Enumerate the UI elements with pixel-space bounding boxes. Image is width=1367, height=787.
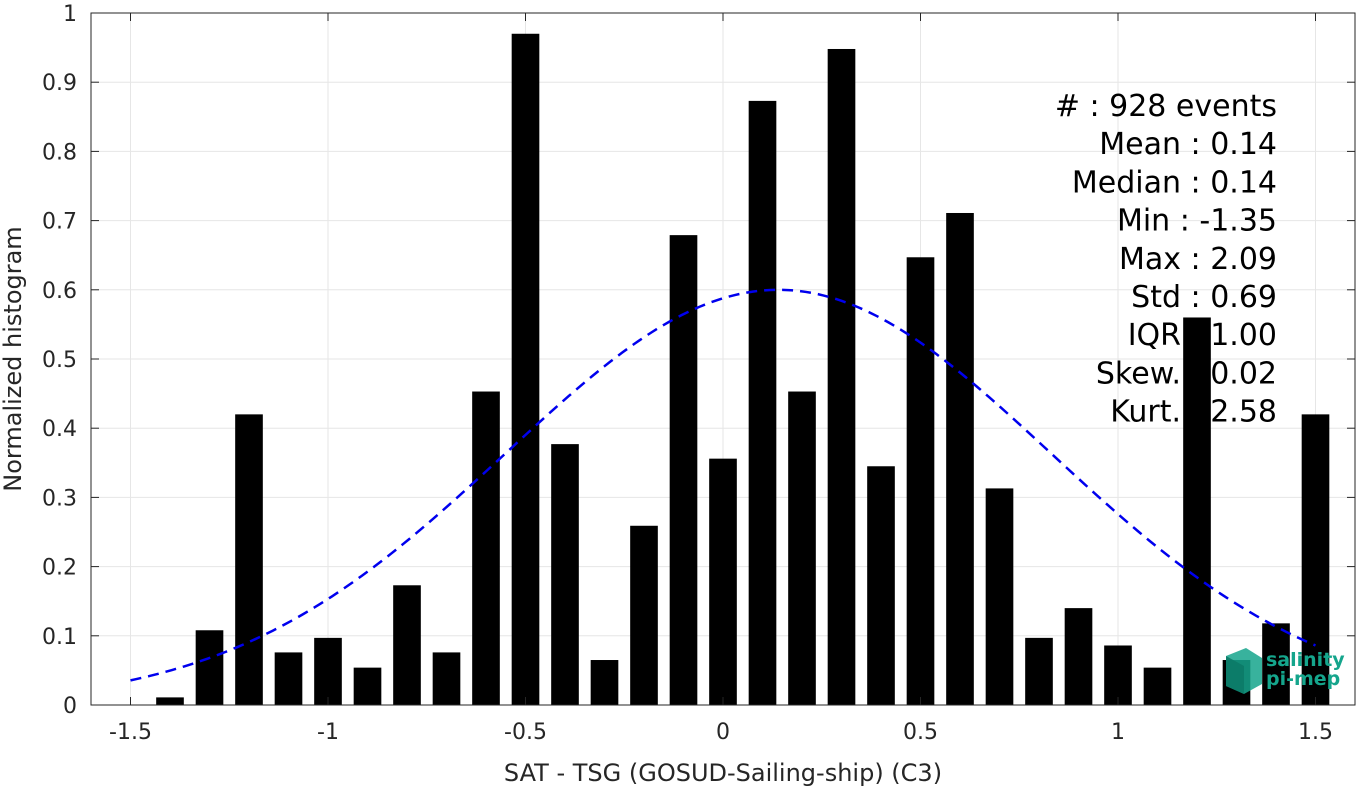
histogram-bar bbox=[1183, 317, 1211, 705]
histogram-bar bbox=[1143, 667, 1172, 705]
axis-ticks: -1.5 -1 -0.5 0 0.5 1 1.5 0 0.1 0.2 0.3 0.4 0.5 0.6 0.7… bbox=[42, 2, 1355, 745]
y-axis-label: Normalized histogram bbox=[0, 226, 27, 491]
x-tick-label: 0.5 bbox=[903, 720, 938, 745]
y-tick-label: 0.9 bbox=[42, 71, 77, 96]
histogram-bar bbox=[985, 488, 1014, 705]
histogram-bar bbox=[274, 652, 303, 705]
histogram-bar bbox=[1025, 637, 1053, 705]
histogram-bar bbox=[946, 212, 974, 705]
y-tick-label: 0.3 bbox=[42, 486, 77, 511]
stat-line: Median : 0.14 bbox=[1072, 165, 1277, 200]
stat-line: Min : -1.35 bbox=[1117, 204, 1277, 239]
y-tick-label: 1 bbox=[63, 2, 77, 27]
salinity-pi-mep-logo: salinity pi-mep bbox=[1226, 648, 1345, 694]
histogram-bar bbox=[195, 630, 224, 705]
histogram-bar bbox=[827, 48, 856, 705]
stat-line: IQR : 1.00 bbox=[1128, 318, 1277, 353]
y-tick-label: 0 bbox=[63, 694, 77, 719]
histogram-bar bbox=[1064, 608, 1093, 705]
histogram-bar bbox=[393, 585, 421, 705]
histogram-bar bbox=[1104, 645, 1132, 705]
histogram-bar bbox=[630, 525, 658, 705]
histogram-bar bbox=[748, 100, 777, 705]
y-tick-label: 0.7 bbox=[42, 210, 77, 235]
histogram-bar bbox=[472, 391, 500, 705]
histogram-bar bbox=[511, 33, 540, 705]
histogram-bar bbox=[1262, 623, 1290, 705]
histogram-bar bbox=[906, 257, 935, 705]
logo-text-salinity: salinity bbox=[1266, 649, 1345, 671]
stat-line: Std : 0.69 bbox=[1131, 280, 1277, 315]
y-tick-label: 0.4 bbox=[42, 417, 77, 442]
histogram-bar bbox=[669, 235, 698, 705]
histogram-bar bbox=[551, 444, 579, 705]
x-tick-label: -1 bbox=[317, 720, 339, 745]
y-tick-label: 0.2 bbox=[42, 556, 77, 581]
histogram-bar bbox=[1301, 414, 1330, 705]
y-tick-label: 0.1 bbox=[42, 625, 77, 650]
histogram-bar bbox=[156, 697, 184, 705]
stat-line: Skew. : 0.02 bbox=[1096, 356, 1277, 391]
histogram-bar bbox=[590, 660, 619, 705]
histogram-bar bbox=[432, 652, 461, 705]
y-tick-label: 0.8 bbox=[42, 140, 77, 165]
x-axis-label: SAT - TSG (GOSUD-Sailing-ship) (C3) bbox=[504, 759, 942, 787]
stat-line: Mean : 0.14 bbox=[1099, 127, 1277, 162]
x-tick-label: 0 bbox=[716, 720, 730, 745]
histogram-bar bbox=[235, 414, 263, 705]
x-tick-label: 1 bbox=[1111, 720, 1125, 745]
y-tick-label: 0.5 bbox=[42, 348, 77, 373]
y-tick-label: 0.6 bbox=[42, 279, 77, 304]
logo-cube-shade bbox=[1226, 656, 1244, 694]
x-tick-label: -0.5 bbox=[504, 720, 547, 745]
histogram-bars bbox=[156, 33, 1330, 705]
histogram-bar bbox=[788, 391, 816, 705]
logo-text-pi-mep: pi-mep bbox=[1266, 668, 1340, 690]
stat-line: Kurt. : 2.58 bbox=[1110, 395, 1277, 430]
histogram-bar bbox=[867, 466, 895, 705]
stat-line: # : 928 events bbox=[1055, 89, 1277, 124]
histogram-bar bbox=[314, 637, 342, 705]
x-tick-label: 1.5 bbox=[1298, 720, 1333, 745]
histogram-bar bbox=[353, 667, 382, 705]
x-tick-label: -1.5 bbox=[109, 720, 152, 745]
histogram-bar bbox=[709, 458, 737, 705]
stat-line: Max : 2.09 bbox=[1119, 242, 1277, 277]
